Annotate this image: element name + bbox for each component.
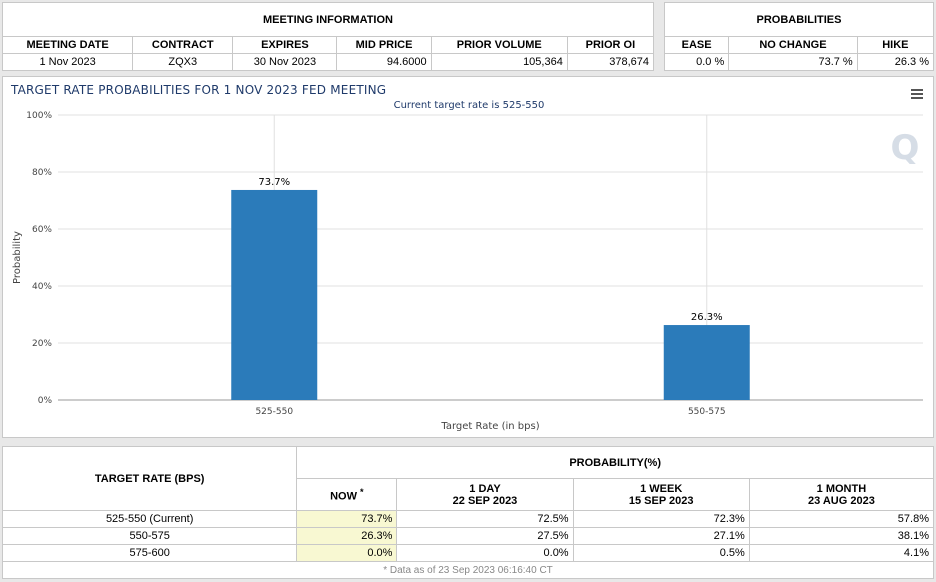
now-cell: 0.0%	[296, 544, 398, 562]
one-day-date: 22 SEP 2023	[452, 494, 518, 507]
chart-subtitle: Current target rate is 525-550	[393, 100, 545, 111]
one-month-header: 1 MONTH 23 AUG 2023	[748, 478, 935, 511]
now-cell: 73.7%	[296, 510, 398, 528]
x-tick-label: 550-575	[688, 407, 726, 417]
meeting-date-value: 1 Nov 2023	[1, 53, 134, 71]
header-expires: EXPIRES	[232, 36, 338, 54]
prior-volume-value: 105,364	[430, 53, 568, 71]
table-row: 575-600 0.0% 0.0% 0.5% 4.1%	[1, 544, 935, 562]
chart-title: TARGET RATE PROBABILITIES FOR 1 NOV 2023…	[11, 83, 387, 97]
menu-icon[interactable]	[911, 89, 923, 99]
one-day-label: 1 DAY	[469, 482, 501, 495]
mid-price-value: 94.6000	[336, 53, 432, 71]
now-footnote-mark: *	[360, 486, 364, 497]
now-label: NOW	[330, 490, 357, 503]
bar-chart: 0% 20% 40% 60% 80% 100% 73.7% 525-550 26.3% 550-5…	[12, 111, 923, 432]
probabilities-table: PROBABILITIES EASE NO CHANGE HIKE 0.0 % …	[663, 2, 935, 71]
ease-value: 0.0 %	[663, 53, 730, 71]
meeting-info-table: MEETING INFORMATION MEETING DATE CONTRAC…	[1, 2, 655, 71]
header-ease: EASE	[663, 36, 730, 54]
bar	[231, 189, 318, 400]
one-month-cell: 57.8%	[748, 510, 935, 528]
rate-cell: 525-550 (Current)	[1, 510, 298, 528]
rate-cell: 550-575	[1, 527, 298, 545]
one-month-cell: 38.1%	[748, 527, 935, 545]
one-week-cell: 27.1%	[572, 527, 750, 545]
target-rate-header: TARGET RATE (BPS)	[1, 446, 298, 511]
now-header: NOW *	[296, 478, 398, 511]
probability-header: PROBABILITY(%)	[296, 446, 934, 479]
data-label: 73.7%	[258, 177, 290, 188]
one-day-header: 1 DAY 22 SEP 2023	[396, 478, 574, 511]
rate-cell: 575-600	[1, 544, 298, 562]
expires-value: 30 Nov 2023	[232, 53, 338, 71]
y-tick-label: 60%	[32, 225, 52, 235]
x-axis-title: Target Rate (in bps)	[440, 421, 539, 432]
table-row: 550-575 26.3% 27.5% 27.1% 38.1%	[1, 527, 935, 545]
data-label: 26.3%	[691, 312, 723, 323]
y-tick-label: 20%	[32, 339, 52, 349]
no-change-value: 73.7 %	[728, 53, 858, 71]
header-prior-oi: PRIOR OI	[566, 36, 655, 54]
table-row: 525-550 (Current) 73.7% 72.5% 72.3% 57.8…	[1, 510, 935, 528]
header-mid-price: MID PRICE	[336, 36, 432, 54]
one-month-cell: 4.1%	[748, 544, 935, 562]
header-hike: HIKE	[856, 36, 935, 54]
one-week-cell: 0.5%	[572, 544, 750, 562]
one-month-label: 1 MONTH	[816, 482, 867, 495]
header-prior-volume: PRIOR VOLUME	[430, 36, 568, 54]
y-tick-label: 100%	[26, 111, 52, 121]
one-day-cell: 72.5%	[396, 510, 574, 528]
one-day-cell: 27.5%	[396, 527, 574, 545]
y-tick-label: 80%	[32, 168, 52, 178]
watermark-logo: Q	[891, 128, 920, 168]
meeting-info-title: MEETING INFORMATION	[2, 2, 654, 37]
header-meeting-date: MEETING DATE	[1, 36, 134, 54]
prior-oi-value: 378,674	[566, 53, 655, 71]
y-tick-label: 0%	[38, 396, 53, 406]
one-week-cell: 72.3%	[572, 510, 750, 528]
header-no-change: NO CHANGE	[728, 36, 858, 54]
x-tick-label: 525-550	[255, 407, 293, 417]
one-month-date: 23 AUG 2023	[807, 494, 875, 507]
footnote: * Data as of 23 Sep 2023 06:16:40 CT	[2, 561, 934, 579]
one-week-label: 1 WEEK	[640, 482, 683, 495]
y-axis-title: Probability	[12, 231, 23, 284]
hike-value: 26.3 %	[856, 53, 935, 71]
header-contract: CONTRACT	[132, 36, 234, 54]
probabilities-title: PROBABILITIES	[664, 2, 934, 37]
one-day-cell: 0.0%	[396, 544, 574, 562]
y-tick-label: 40%	[32, 282, 52, 292]
one-week-header: 1 WEEK 15 SEP 2023	[572, 478, 750, 511]
one-week-date: 15 SEP 2023	[628, 494, 694, 507]
contract-value: ZQX3	[132, 53, 234, 71]
target-rate-table: TARGET RATE (BPS) PROBABILITY(%) NOW * 1…	[1, 446, 935, 579]
now-cell: 26.3%	[296, 527, 398, 545]
chart-panel: 0% 20% 40% 60% 80% 100% 73.7% 525-550 26.3% 550-5…	[2, 76, 934, 438]
bar	[663, 325, 750, 400]
